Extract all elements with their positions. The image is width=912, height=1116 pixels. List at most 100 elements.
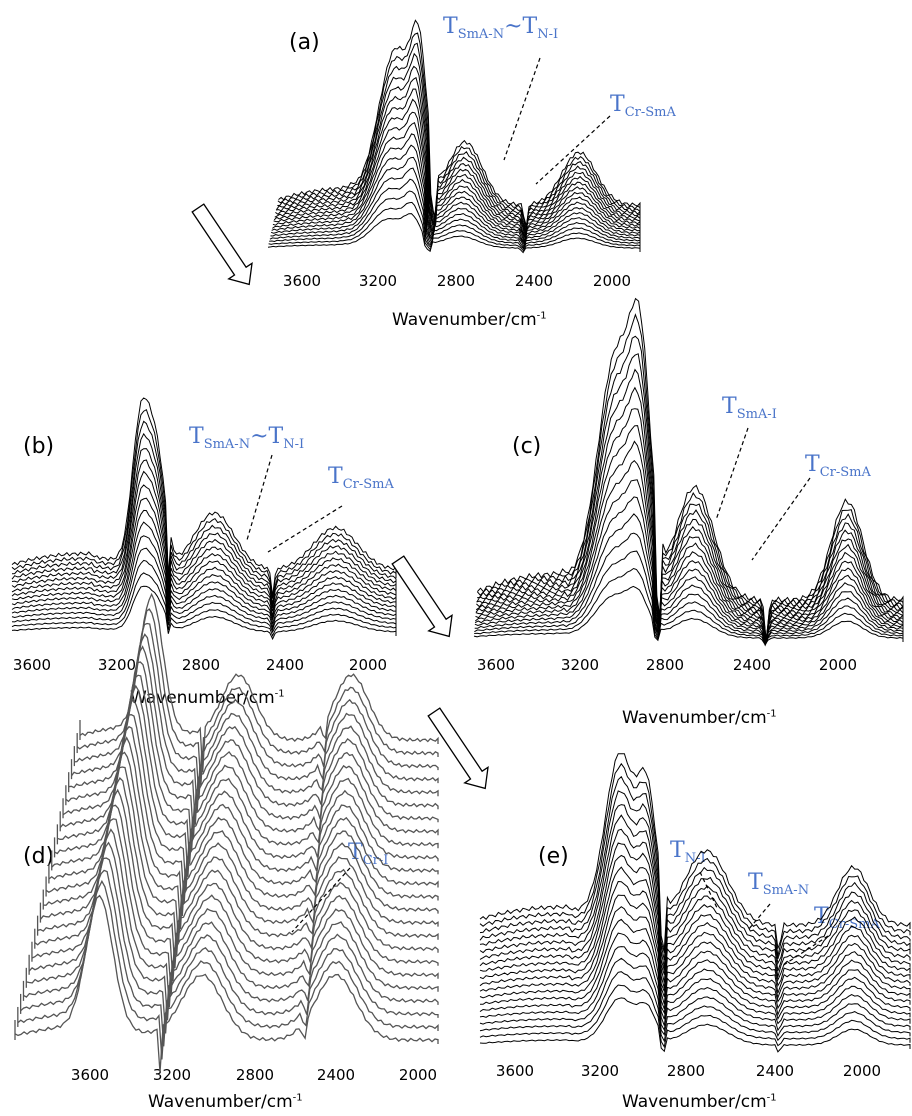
spectrum-trace xyxy=(11,484,397,616)
leader-line xyxy=(246,454,273,541)
x-tick-label: 3200 xyxy=(97,656,137,674)
spectrum-trace xyxy=(479,762,911,956)
spectrum-trace xyxy=(474,567,904,647)
spectrum-trace xyxy=(11,459,397,609)
x-tick-label: 3600 xyxy=(476,656,516,674)
spectrum-trace xyxy=(474,496,904,645)
leader-line xyxy=(781,935,829,967)
spectrum-trace xyxy=(11,559,397,634)
x-tick-label: 2400 xyxy=(514,272,554,290)
spectrum-trace xyxy=(475,460,904,642)
spectrum-trace xyxy=(474,550,904,647)
x-tick-label: 3200 xyxy=(152,1066,192,1084)
spectrum-trace xyxy=(479,753,911,950)
spectrum-trace xyxy=(277,42,641,232)
spectrum-trace xyxy=(11,572,397,637)
spectrum-trace xyxy=(474,513,904,646)
spectrum-trace xyxy=(479,804,911,972)
annotation-tcr-sma: TCr-SmA xyxy=(805,452,871,480)
x-tick-label: 3200 xyxy=(358,272,398,290)
spectrum-trace xyxy=(474,479,904,644)
spectrum-trace xyxy=(271,144,641,244)
x-tick-label: 3600 xyxy=(12,656,52,674)
x-tick-label: 3600 xyxy=(70,1066,110,1084)
annotation-tcr-sma: TCr-SmA xyxy=(610,92,676,120)
panel-label: (a) xyxy=(289,30,320,55)
spectrum-trace xyxy=(270,167,641,249)
spectrum-trace xyxy=(479,790,911,968)
spectrum-trace xyxy=(269,178,641,250)
leader-line xyxy=(503,57,541,161)
spectrum-trace xyxy=(11,535,397,630)
spectrum-trace xyxy=(475,440,904,644)
spectrum-trace xyxy=(479,984,911,1049)
x-tick-label: 2400 xyxy=(316,1066,356,1084)
x-tick-label: 3600 xyxy=(495,1062,535,1080)
annotation-tsman-tni: TSmA-N~TN-I xyxy=(443,14,559,42)
spectrum-trace xyxy=(11,521,397,626)
spectrum-trace xyxy=(479,971,911,1043)
spectrum-trace xyxy=(270,156,641,246)
spectrum-trace xyxy=(476,386,904,641)
spectrum-trace xyxy=(11,585,397,641)
panel-label: (c) xyxy=(512,434,542,459)
spectrum-trace xyxy=(11,497,397,619)
spectrum-trace xyxy=(11,420,397,599)
leader-line xyxy=(747,903,771,931)
spectrum-trace xyxy=(277,32,641,228)
spectrum-trace xyxy=(11,408,397,597)
spectrum-trace xyxy=(479,828,911,983)
spectrum-trace xyxy=(273,111,641,240)
spectrum-trace xyxy=(474,532,904,645)
spectrum-trace xyxy=(476,353,904,643)
spectrum-trace xyxy=(11,509,397,622)
x-tick-label: 2400 xyxy=(732,656,772,674)
spectrum-trace xyxy=(477,297,904,644)
spectrum-trace xyxy=(479,906,911,1017)
panel-label: (e) xyxy=(538,844,569,869)
x-tick-label: 2800 xyxy=(436,272,476,290)
leader-line xyxy=(267,505,343,553)
annotation-tsma-i: TSmA-I xyxy=(722,394,777,422)
leader-line xyxy=(535,115,611,185)
spectrum-trace xyxy=(11,397,397,597)
panel-label: (b) xyxy=(23,434,55,459)
annotation-tcr-sma: TCr-SmA xyxy=(328,464,394,492)
spectrum-trace xyxy=(11,470,397,612)
x-tick-label: 2000 xyxy=(818,656,858,674)
spectrum-trace xyxy=(11,432,397,604)
spectrum-trace xyxy=(473,585,904,646)
spectrum-trace xyxy=(479,932,911,1026)
x-tick-label: 2000 xyxy=(592,272,632,290)
x-tick-label: 2000 xyxy=(842,1062,882,1080)
leader-line xyxy=(291,867,351,933)
x-axis-label: Wavenumber/cm-1 xyxy=(392,310,547,330)
x-tick-label: 2800 xyxy=(645,656,685,674)
spectrum-trace xyxy=(479,866,911,1000)
spectrum-trace xyxy=(267,213,641,254)
spectrum-trace xyxy=(476,368,904,644)
spectrum-trace xyxy=(276,52,641,233)
x-tick-label: 2400 xyxy=(265,656,305,674)
annotation-tsma-n: TSmA-N xyxy=(748,870,810,898)
spectrum-trace xyxy=(479,775,911,961)
spectrum-trace xyxy=(275,65,641,234)
spectrum-trace xyxy=(476,313,904,641)
spectrum-trace xyxy=(11,547,397,632)
spectrum-trace xyxy=(272,121,641,243)
spectrum-trace xyxy=(477,335,904,639)
spectrum-trace xyxy=(479,957,911,1038)
spectrum-trace xyxy=(479,842,911,989)
spectrum-trace xyxy=(479,854,911,994)
arrow-icon xyxy=(191,203,253,286)
spectrum-trace xyxy=(479,918,911,1021)
spectrum-trace xyxy=(278,19,641,226)
arrow-icon xyxy=(427,707,489,790)
x-tick-label: 2800 xyxy=(181,656,221,674)
x-tick-label: 2800 xyxy=(666,1062,706,1080)
spectrum-trace xyxy=(479,814,911,977)
x-tick-label: 2800 xyxy=(235,1066,275,1084)
x-axis-label: Wavenumber/cm-1 xyxy=(622,708,777,728)
spectrum-trace xyxy=(475,408,904,642)
spectrum-trace xyxy=(479,997,911,1053)
